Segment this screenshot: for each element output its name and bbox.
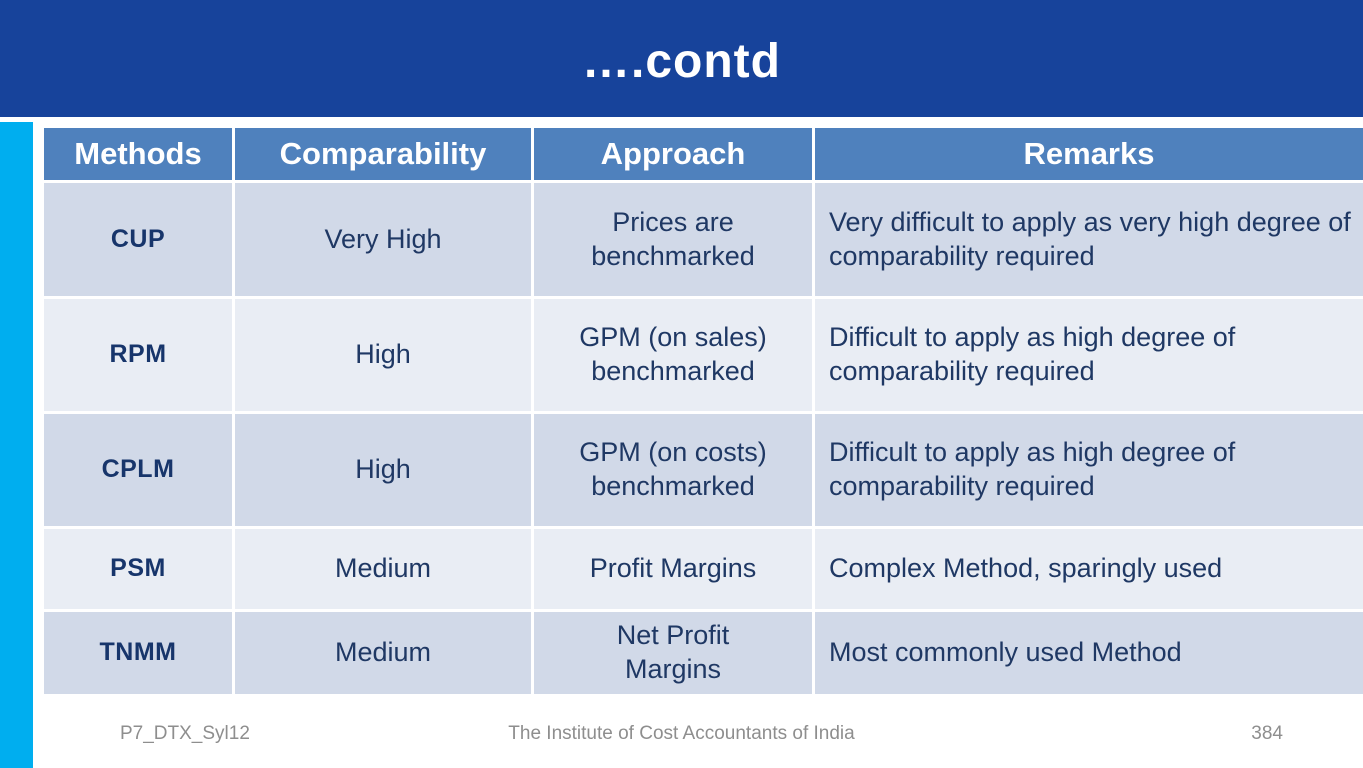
column-header-remarks: Remarks — [815, 128, 1363, 180]
column-header-approach: Approach — [534, 128, 812, 180]
cell-remarks: Difficult to apply as high degree of com… — [815, 299, 1363, 411]
cell-method: CUP — [44, 183, 232, 296]
slide-footer: P7_DTX_Syl12 The Institute of Cost Accou… — [0, 719, 1363, 749]
cell-remarks: Most commonly used Method — [815, 612, 1363, 694]
column-header-methods: Methods — [44, 128, 232, 180]
cell-method: PSM — [44, 529, 232, 609]
cell-approach: Profit Margins — [534, 529, 812, 609]
title-band: ….contd — [0, 0, 1363, 117]
left-accent-stripe — [0, 122, 33, 768]
footer-institution: The Institute of Cost Accountants of Ind… — [508, 723, 855, 744]
footer-doc-code: P7_DTX_Syl12 — [120, 723, 250, 744]
cell-method: CPLM — [44, 414, 232, 526]
slide-title: ….contd — [582, 35, 781, 88]
cell-comparability: High — [235, 299, 531, 411]
methods-table: Methods Comparability Approach Remarks C… — [44, 128, 1363, 694]
cell-approach: Net Profit Margins — [534, 612, 812, 694]
footer-page-number: 384 — [1251, 723, 1283, 744]
cell-comparability: Medium — [235, 529, 531, 609]
cell-approach: Prices are benchmarked — [534, 183, 812, 296]
cell-comparability: High — [235, 414, 531, 526]
cell-remarks: Very difficult to apply as very high deg… — [815, 183, 1363, 296]
cell-approach: GPM (on costs) benchmarked — [534, 414, 812, 526]
cell-method: RPM — [44, 299, 232, 411]
column-header-comparability: Comparability — [235, 128, 531, 180]
cell-comparability: Very High — [235, 183, 531, 296]
cell-remarks: Difficult to apply as high degree of com… — [815, 414, 1363, 526]
cell-remarks: Complex Method, sparingly used — [815, 529, 1363, 609]
cell-method: TNMM — [44, 612, 232, 694]
cell-approach: GPM (on sales) benchmarked — [534, 299, 812, 411]
cell-comparability: Medium — [235, 612, 531, 694]
